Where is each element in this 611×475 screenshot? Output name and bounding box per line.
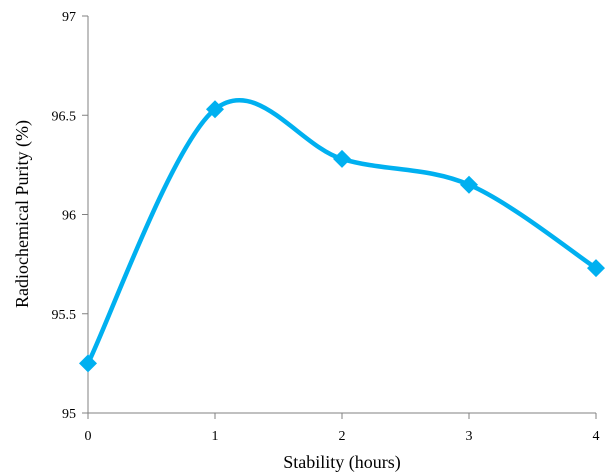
y-tick-label: 95 xyxy=(62,407,76,422)
y-axis-ticks: 95 95.5 96 96.5 97 xyxy=(52,10,88,422)
y-tick-label: 96.5 xyxy=(52,109,77,124)
x-tick-label: 4 xyxy=(593,429,600,444)
x-tick-label: 0 xyxy=(85,429,92,444)
series-line xyxy=(85,98,599,366)
y-tick-label: 95.5 xyxy=(52,308,77,323)
data-point-marker xyxy=(460,175,478,194)
data-point-marker xyxy=(587,259,605,278)
x-tick-label: 1 xyxy=(212,429,219,444)
plot-area: 95 95.5 96 96.5 97 0 1 2 3 4 xyxy=(52,10,605,444)
data-point-marker xyxy=(79,354,97,373)
x-axis-title: Stability (hours) xyxy=(283,452,401,473)
data-point-marker xyxy=(333,149,351,168)
x-tick-label: 2 xyxy=(339,429,346,444)
y-tick-label: 97 xyxy=(62,10,76,25)
series-layer xyxy=(79,98,605,373)
y-tick-label: 96 xyxy=(62,209,76,224)
data-point-marker xyxy=(206,100,224,119)
x-tick-label: 3 xyxy=(466,429,473,444)
x-axis-ticks: 0 1 2 3 4 xyxy=(85,413,600,444)
y-axis-title: Radiochemical Purity (%) xyxy=(12,120,33,308)
